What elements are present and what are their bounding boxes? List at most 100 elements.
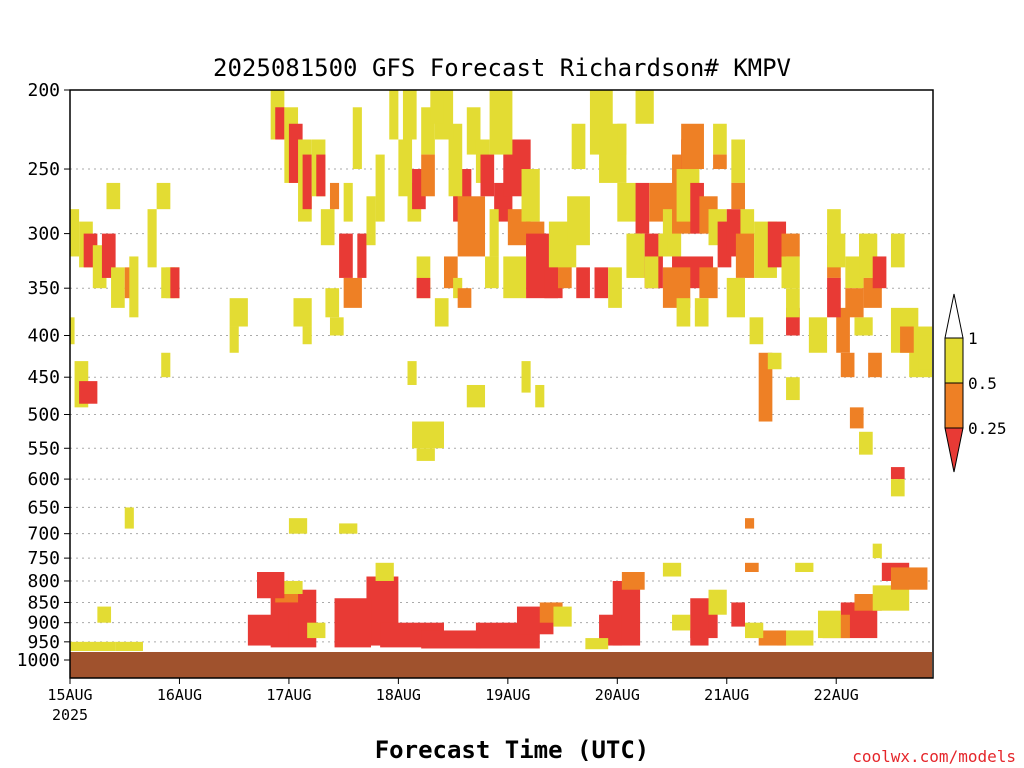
- ri-cell-105: [617, 182, 636, 222]
- ri-cell-79: [343, 277, 362, 308]
- ri-cell-189: [389, 90, 399, 140]
- ri-cell-58: [836, 307, 850, 353]
- ri-cell-107: [635, 90, 654, 124]
- ri-cell-50: [416, 448, 435, 461]
- ri-cell-78: [329, 317, 344, 336]
- ri-cell-77: [325, 288, 340, 318]
- ri-cell-72: [521, 361, 531, 393]
- ri-cell-75: [229, 298, 248, 327]
- y-tick-label-400: 400: [27, 325, 60, 346]
- x-tick-label-18aug: 18AUG: [376, 686, 421, 704]
- ri-cell-47: [859, 431, 873, 455]
- ri-cell-133: [781, 256, 800, 289]
- ri-cell-73: [535, 384, 545, 408]
- x-tick-label-16aug: 16AUG: [157, 686, 202, 704]
- ri-cell-195: [658, 233, 668, 257]
- ri-cell-41: [339, 523, 358, 534]
- ri-cell-174: [375, 154, 385, 222]
- ri-cell-152: [111, 267, 125, 308]
- y-tick-label-200: 200: [27, 80, 60, 101]
- ri-cell-64: [840, 352, 855, 378]
- ri-cell-135: [786, 288, 800, 318]
- legend: 1 0.5 0.25: [944, 293, 1007, 473]
- ri-cell-182: [430, 90, 444, 124]
- ri-cell-159: [170, 267, 180, 299]
- x-axis-year: 2025: [52, 706, 88, 724]
- ri-cell-34: [662, 562, 682, 577]
- ri-cell-31: [115, 641, 143, 652]
- ri-cell-1: [247, 614, 289, 646]
- ri-cell-28: [758, 630, 787, 646]
- ri-cell-193: [713, 154, 727, 170]
- y-tick-label-750: 750: [27, 548, 60, 569]
- ri-cell-124: [694, 298, 709, 327]
- richardson-cells: [70, 90, 932, 652]
- ri-cell-122: [699, 267, 718, 299]
- ri-cell-178: [416, 277, 431, 299]
- ri-cell-38: [745, 562, 759, 573]
- ri-cell-138: [827, 277, 841, 318]
- ri-cell-165: [302, 154, 312, 210]
- ri-cell-141: [845, 288, 864, 318]
- ri-cell-146: [918, 335, 932, 370]
- ri-cell-39: [795, 562, 814, 573]
- ri-cell-48: [849, 407, 864, 429]
- y-tick-label-650: 650: [27, 497, 60, 518]
- y-tick-label-500: 500: [27, 405, 60, 426]
- ri-cell-29: [97, 606, 112, 623]
- y-axis: 200 250 300 350 400 450 500 550 600 650 700 7508008…: [17, 80, 70, 671]
- ri-cell-144: [872, 256, 887, 289]
- ri-cell-76: [293, 298, 312, 327]
- legend-swatch-above-1: [944, 293, 964, 339]
- ri-cell-100: [576, 267, 590, 299]
- ri-cell-40: [288, 518, 308, 534]
- legend-label-0-25: 0.25: [968, 419, 1007, 438]
- y-tick-label-1000: 1000: [17, 650, 60, 671]
- ri-cell-53: [767, 352, 782, 370]
- ri-cell-101: [594, 267, 609, 299]
- ri-cell-147: [70, 209, 80, 257]
- ri-cell-26: [890, 567, 928, 590]
- ri-cell-3: [256, 572, 285, 599]
- ri-cell-52: [758, 352, 773, 422]
- legend-label-1: 1: [968, 329, 978, 348]
- ri-cell-6: [334, 598, 372, 648]
- y-tick-label-300: 300: [27, 224, 60, 245]
- ri-cell-187: [453, 277, 463, 299]
- y-tick-label-950: 950: [27, 632, 60, 653]
- legend-swatch-0-25-to-0-5: [944, 382, 964, 429]
- ri-cell-161: [275, 107, 285, 140]
- chart-title: 2025081500 GFS Forecast Richardson# KMPV: [213, 54, 791, 82]
- ri-cell-139: [827, 233, 846, 268]
- ri-cell-171: [352, 107, 362, 170]
- ri-cell-33: [585, 638, 609, 650]
- x-axis-label: Forecast Time (UTC): [375, 736, 650, 764]
- x-tick-label-22aug: 22AUG: [814, 686, 859, 704]
- ri-cell-155: [106, 182, 121, 210]
- y-tick-label-550: 550: [27, 438, 60, 459]
- ri-cell-190: [489, 209, 499, 257]
- ri-cell-23: [817, 610, 841, 639]
- ri-cell-63: [900, 326, 914, 353]
- ri-cell-156: [156, 182, 171, 210]
- ri-cell-92: [521, 169, 540, 222]
- ri-cell-170: [343, 182, 353, 222]
- ri-cell-71: [407, 361, 417, 385]
- ri-cell-169: [329, 182, 340, 210]
- y-tick-label-350: 350: [27, 278, 60, 299]
- ri-cell-168: [320, 209, 335, 246]
- ri-cell-9: [421, 630, 481, 649]
- ri-cell-192: [713, 123, 727, 155]
- ri-cell-185: [480, 154, 495, 197]
- ri-cell-70: [302, 326, 312, 345]
- credit-text: coolwx.com/models: [852, 747, 1016, 766]
- ri-cell-126: [731, 139, 746, 183]
- ri-cell-94: [503, 256, 527, 299]
- ri-cell-191: [617, 123, 627, 155]
- ri-cell-86: [448, 123, 463, 197]
- ri-cell-114: [681, 123, 704, 170]
- x-tick-label-21aug: 21AUG: [704, 686, 749, 704]
- ri-cell-188: [457, 288, 472, 308]
- legend-swatch-0-5-to-1: [944, 337, 964, 384]
- y-tick-label-800: 800: [27, 571, 60, 592]
